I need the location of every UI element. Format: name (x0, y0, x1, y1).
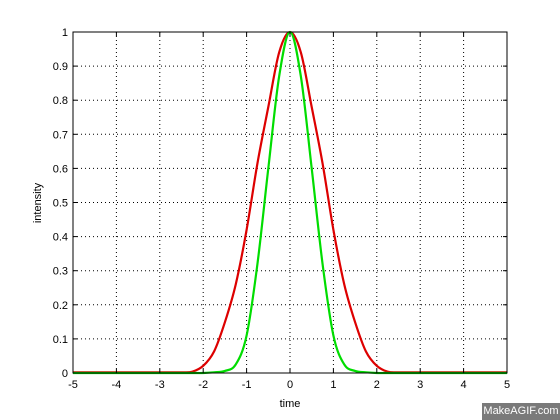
x-tick-label: 0 (287, 379, 293, 391)
x-tick-label: 1 (330, 379, 336, 391)
y-tick-label: 0.8 (53, 95, 68, 107)
y-tick-label: 1 (62, 27, 68, 39)
y-tick-label: 0.5 (53, 198, 68, 210)
grid (73, 32, 507, 373)
y-tick-label: 0.6 (53, 163, 68, 175)
x-tick-label: 3 (417, 379, 423, 391)
x-tick-label: -5 (68, 379, 78, 391)
x-tick-label: -1 (242, 379, 252, 391)
x-tick-label: 5 (504, 379, 510, 391)
x-tick-label: 2 (374, 379, 380, 391)
x-tick-labels: -5 -4 -3 -2 -1 0 1 2 3 4 5 (68, 379, 510, 391)
y-tick-label: 0.1 (53, 334, 68, 346)
y-tick-label: 0.7 (53, 129, 68, 141)
x-tick-label: -2 (198, 379, 208, 391)
y-tick-label: 0.3 (53, 266, 68, 278)
x-axis-label: time (280, 398, 301, 410)
y-tick-label: 0 (62, 368, 68, 380)
ticks (72, 31, 508, 374)
y-tick-labels: 0 0.1 0.2 0.3 0.4 0.5 0.6 0.7 0.8 0.9 1 (53, 27, 68, 380)
x-tick-label: -4 (112, 379, 122, 391)
watermark: MakeAGIF.com (482, 403, 560, 420)
x-tick-label: 4 (461, 379, 467, 391)
y-tick-label: 0.9 (53, 61, 68, 73)
y-axis-label: intensity (32, 182, 44, 223)
y-tick-label: 0.2 (53, 300, 68, 312)
x-tick-label: -3 (155, 379, 165, 391)
y-tick-label: 0.4 (53, 232, 68, 244)
